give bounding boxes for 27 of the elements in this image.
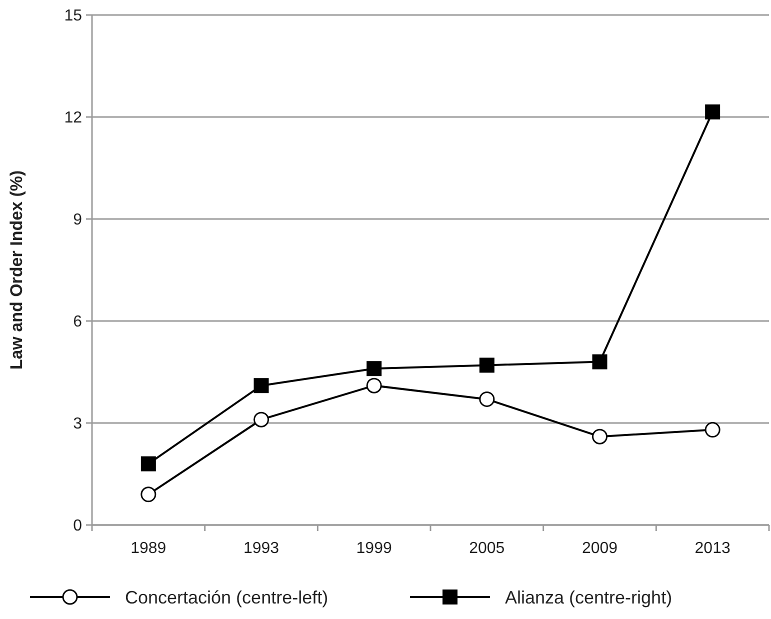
y-tick-label: 0	[73, 518, 82, 535]
point	[704, 422, 720, 438]
point	[479, 358, 494, 373]
x-tick-label: 2005	[469, 540, 505, 557]
point	[254, 378, 269, 394]
x-tick-label: 1989	[130, 540, 166, 557]
point	[366, 378, 382, 394]
legend-label: Alianza (centre-right)	[505, 587, 672, 608]
y-tick-label: 3	[73, 416, 82, 433]
point	[479, 391, 495, 407]
x-tick-label: 2013	[694, 540, 730, 557]
x-tick-label: 2009	[582, 540, 618, 557]
y-tick-label: 6	[73, 314, 82, 331]
point	[140, 456, 156, 472]
point	[592, 428, 608, 444]
y-tick-label: 12	[64, 110, 82, 127]
x-tick-label: 1999	[356, 540, 392, 557]
point	[254, 412, 269, 428]
point	[705, 104, 720, 120]
point	[592, 354, 608, 370]
y-axis-title: Law and Order Index (%)	[7, 170, 26, 370]
y-tick-label: 15	[64, 8, 82, 25]
point	[366, 361, 382, 376]
x-tick-label: 1993	[243, 540, 280, 557]
y-tick-label: 9	[73, 212, 82, 229]
point	[140, 486, 156, 502]
legend-label: Concertación (centre-left)	[125, 587, 328, 608]
